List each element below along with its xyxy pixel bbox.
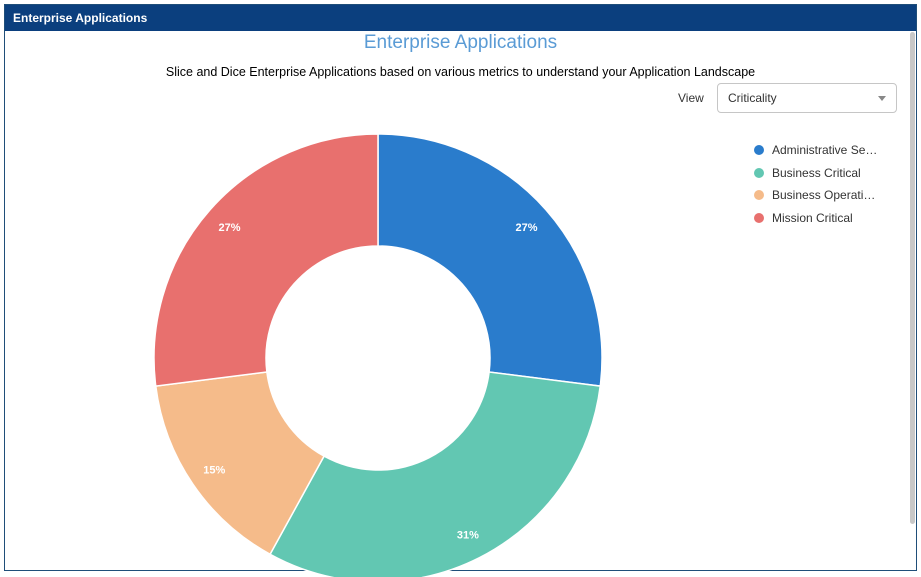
vertical-scrollbar[interactable]	[910, 32, 915, 524]
legend-item-business-critical[interactable]: Business Critical	[754, 162, 894, 185]
slice-percent-label: 27%	[218, 222, 240, 234]
legend-item-business-operations[interactable]: Business Operatio…	[754, 184, 894, 207]
slice-percent-label: 15%	[203, 464, 225, 476]
slice-percent-label: 27%	[516, 222, 538, 234]
legend-dot-icon	[754, 167, 764, 178]
chart-legend: Administrative Ser… Business Critical Bu…	[754, 139, 894, 229]
chart-subtitle: Slice and Dice Enterprise Applications b…	[165, 65, 756, 79]
view-label: View	[678, 91, 704, 105]
legend-dot-icon	[754, 145, 764, 156]
slice-percent-label: 31%	[457, 529, 479, 541]
legend-dot-icon	[754, 213, 764, 224]
donut-slice-administrative-services[interactable]	[377, 133, 603, 387]
legend-label: Mission Critical	[772, 211, 853, 226]
chevron-down-icon	[878, 96, 886, 101]
legend-label: Business Critical	[772, 165, 861, 180]
panel-header: Enterprise Applications	[5, 5, 916, 31]
legend-item-administrative-services[interactable]: Administrative Ser…	[754, 139, 894, 162]
legend-label: Administrative Ser…	[772, 143, 880, 158]
legend-label: Business Operatio…	[772, 188, 880, 203]
legend-dot-icon	[754, 190, 764, 201]
chart-title: Enterprise Applications	[363, 32, 558, 53]
donut-slice-business-critical[interactable]	[269, 371, 602, 577]
donut-slice-mission-critical[interactable]	[153, 133, 379, 387]
legend-item-mission-critical[interactable]: Mission Critical	[754, 207, 894, 230]
view-dropdown[interactable]: Criticality	[717, 83, 897, 113]
donut-slice-business-operations[interactable]	[154, 371, 326, 556]
view-dropdown-value: Criticality	[728, 91, 777, 105]
